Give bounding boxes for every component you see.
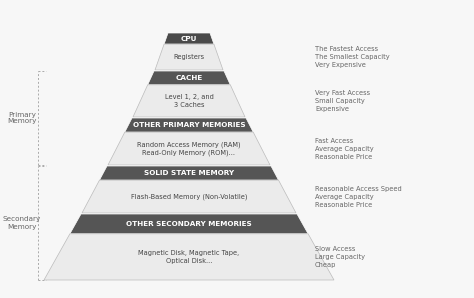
Text: OTHER SECONDARY MEMORIES: OTHER SECONDARY MEMORIES bbox=[126, 221, 252, 227]
Text: Random Access Memory (RAM)
Read-Only Memory (ROM)...: Random Access Memory (RAM) Read-Only Mem… bbox=[137, 141, 241, 156]
Text: SOLID STATE MEMORY: SOLID STATE MEMORY bbox=[144, 170, 234, 176]
Polygon shape bbox=[148, 71, 230, 85]
Text: Reasonable Access Speed
Average Capacity
Reasonable Price: Reasonable Access Speed Average Capacity… bbox=[315, 186, 402, 207]
Text: Magnetic Disk, Magnetic Tape,
Optical Disk...: Magnetic Disk, Magnetic Tape, Optical Di… bbox=[138, 250, 239, 264]
Text: CPU: CPU bbox=[181, 35, 197, 41]
Text: Secondary
Memory: Secondary Memory bbox=[3, 217, 41, 229]
Polygon shape bbox=[108, 132, 270, 165]
Text: The Fastest Access
The Smallest Capacity
Very Expensive: The Fastest Access The Smallest Capacity… bbox=[315, 46, 390, 68]
Polygon shape bbox=[133, 85, 245, 117]
Text: Level 1, 2, and
3 Caches: Level 1, 2, and 3 Caches bbox=[164, 94, 213, 108]
Text: CACHE: CACHE bbox=[175, 75, 202, 81]
Text: Fast Access
Average Capacity
Reasonable Price: Fast Access Average Capacity Reasonable … bbox=[315, 138, 374, 159]
Polygon shape bbox=[82, 180, 296, 213]
Text: Flash-Based Memory (Non-Volatile): Flash-Based Memory (Non-Volatile) bbox=[131, 193, 247, 200]
Text: Slow Access
Large Capacity
Cheap: Slow Access Large Capacity Cheap bbox=[315, 246, 365, 268]
Polygon shape bbox=[44, 234, 334, 280]
Polygon shape bbox=[125, 118, 253, 132]
Polygon shape bbox=[100, 166, 279, 180]
Text: Registers: Registers bbox=[173, 54, 205, 60]
Text: Primary
Memory: Primary Memory bbox=[7, 111, 36, 125]
Polygon shape bbox=[164, 33, 214, 44]
Text: OTHER PRIMARY MEMORIES: OTHER PRIMARY MEMORIES bbox=[133, 122, 246, 128]
Polygon shape bbox=[70, 214, 308, 234]
Polygon shape bbox=[155, 44, 223, 70]
Text: Very Fast Access
Small Capacity
Expensive: Very Fast Access Small Capacity Expensiv… bbox=[315, 90, 370, 112]
